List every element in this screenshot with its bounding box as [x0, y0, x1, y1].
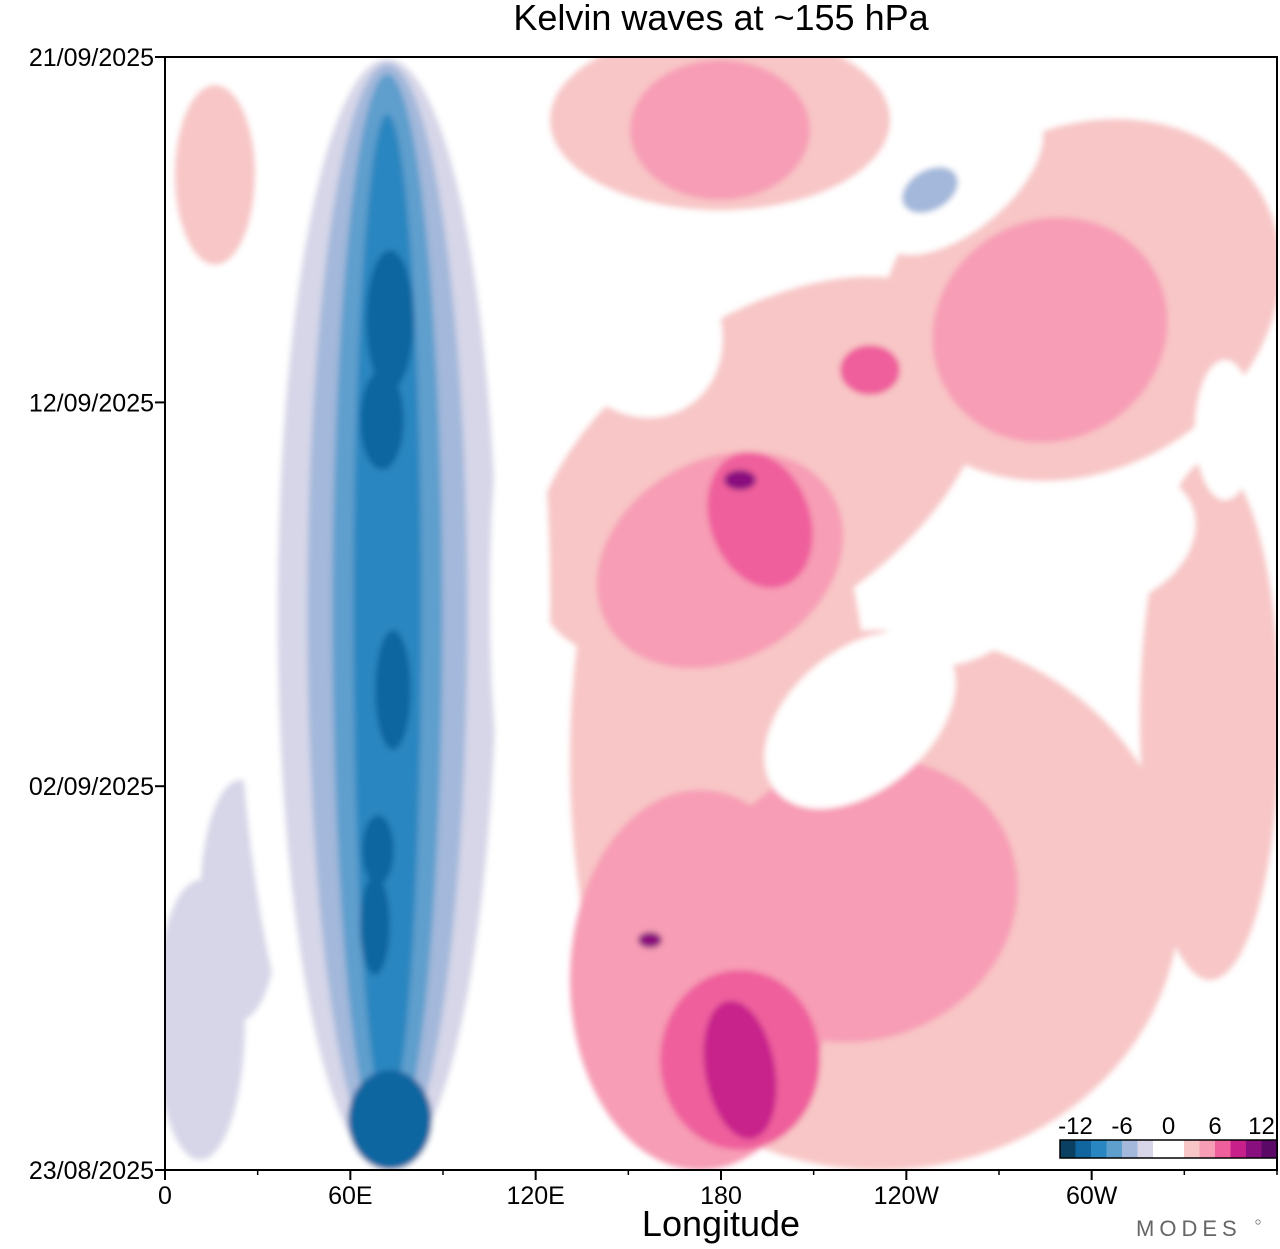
colorbar-tick-label: 6	[1208, 1113, 1221, 1140]
colorbar-tick-label: -6	[1111, 1113, 1132, 1140]
y-tick-label: 02/09/2025	[29, 773, 154, 801]
y-axis: 23/08/2025 02/09/2025 12/09/2025 21/09/2025	[29, 44, 165, 1185]
field-pos-mid	[702, 757, 1018, 1043]
field-neg-northeast	[902, 167, 958, 213]
brand-logo: MODES	[1136, 1216, 1242, 1241]
field-neg-core	[348, 1070, 432, 1170]
field-pos-core	[638, 932, 662, 948]
x-tick-label: 120E	[506, 1182, 564, 1210]
field-pos-northwest	[175, 85, 255, 265]
field-neg-core	[360, 875, 390, 975]
colorbar-cell	[1215, 1140, 1231, 1158]
x-tick-label: 120W	[874, 1182, 940, 1210]
contour-field	[165, 57, 1277, 1170]
field-pos-core	[724, 470, 756, 490]
field-zero-gap	[1044, 474, 1196, 606]
x-tick-label: 60W	[1066, 1182, 1118, 1210]
field-zero-gap	[557, 242, 723, 418]
x-tick-label: 180	[700, 1182, 742, 1210]
field-neg-northeast	[876, 105, 1044, 255]
field-pos-mid	[630, 60, 810, 200]
colorbar-frame	[1059, 1139, 1278, 1159]
field-neg-far-east	[1195, 360, 1255, 500]
chart-title: Kelvin waves at ~155 hPa	[513, 0, 929, 38]
x-tick-label: 0	[158, 1182, 172, 1210]
field-pos-strong	[840, 345, 900, 395]
colorbar-tick-label: 12	[1248, 1113, 1275, 1140]
field-zero-gap	[764, 631, 956, 809]
field-neg-east	[884, 534, 1036, 666]
colorbar-cell	[1060, 1140, 1076, 1158]
field-pos-mid	[932, 217, 1168, 443]
field-neg-core	[375, 630, 411, 750]
colorbar-cell	[1153, 1140, 1169, 1158]
field-neg-core	[366, 250, 414, 390]
colorbar-tick-label: -12	[1058, 1113, 1093, 1140]
x-axis-label: Longitude	[642, 1203, 800, 1244]
y-tick-label: 23/08/2025	[29, 1157, 154, 1185]
colorbar-tick-label: 0	[1162, 1113, 1175, 1140]
y-tick-label: 21/09/2025	[29, 44, 154, 72]
colorbar-cell	[1261, 1140, 1278, 1158]
y-tick-label: 12/09/2025	[29, 389, 154, 417]
colorbar-cell	[1246, 1140, 1262, 1158]
colorbar-cell	[1137, 1140, 1154, 1158]
registered-mark-icon	[1255, 1219, 1261, 1225]
colorbar-cell	[1091, 1140, 1107, 1158]
field-pos-band	[1140, 460, 1277, 980]
colorbar-cell	[1122, 1140, 1138, 1158]
field-pos-core	[703, 1000, 777, 1140]
colorbar-cell	[1230, 1140, 1247, 1158]
field-neg-core	[362, 815, 394, 885]
colorbar-cell	[1199, 1140, 1216, 1158]
field-neg-core	[360, 370, 404, 470]
field-zero-gap	[490, 360, 550, 840]
colorbar: -12 -6 0 6 12	[1058, 1113, 1278, 1159]
colorbar-cell	[1106, 1140, 1123, 1158]
colorbar-cell	[1168, 1140, 1185, 1158]
colorbar-cell	[1075, 1140, 1092, 1158]
x-axis: 0 60E 120E 180 120W 60W	[158, 1170, 1278, 1210]
colorbar-cell	[1184, 1140, 1200, 1158]
x-tick-label: 60E	[328, 1182, 372, 1210]
